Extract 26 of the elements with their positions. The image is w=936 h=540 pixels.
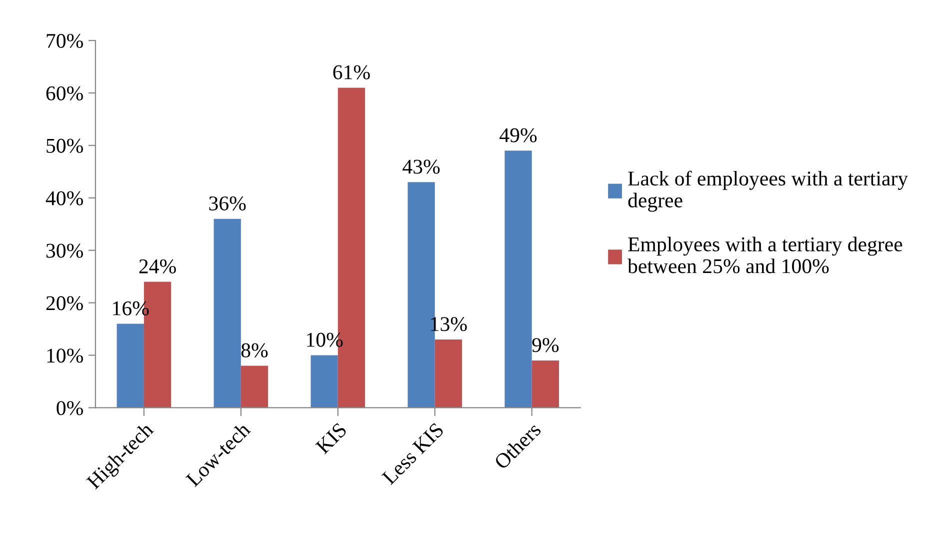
y-tick-label: 0% xyxy=(56,401,83,416)
x-tick-label: KIS xyxy=(315,422,348,455)
y-tick-label: 30% xyxy=(46,244,83,258)
y-tick-label: 60% xyxy=(46,86,83,100)
data-label: 61% xyxy=(333,65,370,80)
bar xyxy=(532,360,559,408)
y-tick-label: 50% xyxy=(46,138,83,153)
y-tick-label: 70% xyxy=(46,34,83,48)
bar xyxy=(116,324,144,408)
bar xyxy=(434,340,462,408)
data-label: 49% xyxy=(500,128,537,142)
data-label: 36% xyxy=(209,196,246,211)
y-tick-label: 40% xyxy=(46,191,83,206)
data-label: 8% xyxy=(241,343,268,358)
y-tick-label: 10% xyxy=(47,348,83,363)
legend-label: Lack of employees with a tertiary degree xyxy=(628,170,908,212)
bar xyxy=(504,150,532,408)
y-tick-label: 20% xyxy=(46,296,83,310)
data-label: 43% xyxy=(402,160,440,174)
data-label: 9% xyxy=(532,338,559,352)
bar xyxy=(310,355,338,408)
bar xyxy=(240,366,268,408)
data-label: 24% xyxy=(139,259,176,274)
bar xyxy=(214,218,241,408)
legend-label: Employees with a tertiary degree between 25% and 100% xyxy=(628,236,902,274)
x-tick-label: Less KIS xyxy=(381,422,444,486)
